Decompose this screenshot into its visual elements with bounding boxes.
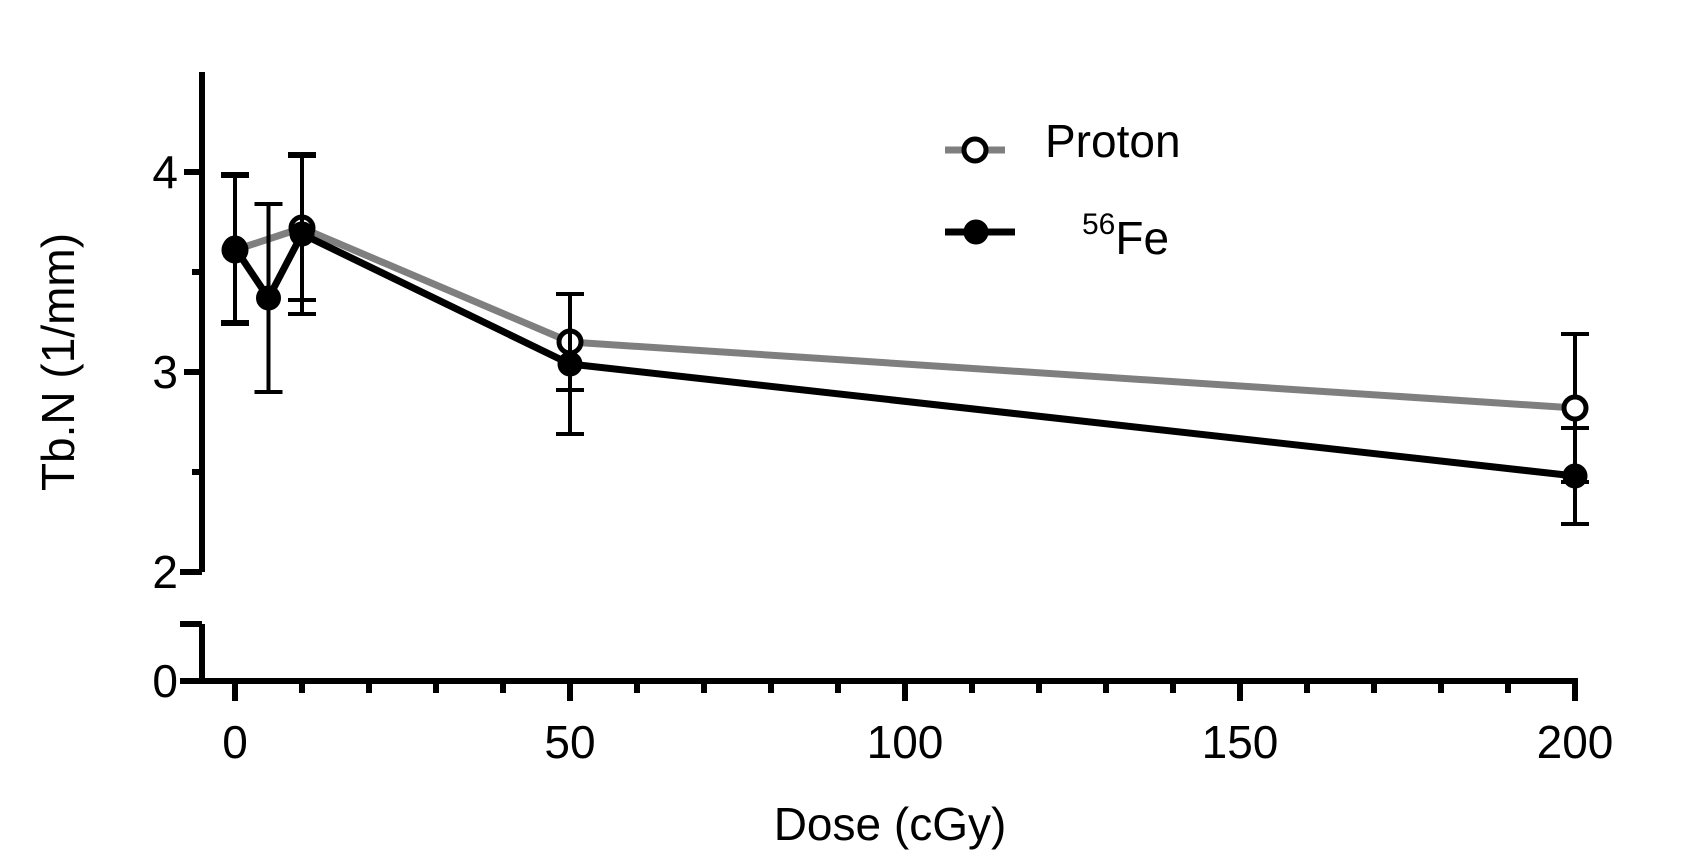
y-tick-label: 0	[152, 655, 178, 707]
legend-marker-fe56	[963, 219, 989, 245]
x-axis-title: Dose (cGy)	[774, 798, 1007, 850]
legend-marker-proton	[961, 136, 989, 164]
data-point-fe56	[557, 351, 583, 377]
data-point-fe56	[1562, 463, 1588, 489]
y-tick-label: 4	[152, 146, 178, 198]
x-tick-label: 50	[544, 716, 595, 768]
x-tick-label: 0	[222, 716, 248, 768]
x-tick-label: 100	[867, 716, 944, 768]
series-proton	[221, 154, 1589, 484]
y-axis-title: Tb.N (1/mm)	[32, 233, 84, 491]
series-line	[232, 230, 1576, 480]
data-point-proton	[1561, 394, 1589, 422]
data-point-fe56	[289, 221, 315, 247]
y-tick-label: 2	[152, 546, 178, 598]
legend-label-fe56-base: Fe	[1115, 212, 1169, 264]
series-fe56	[221, 152, 1589, 526]
legend-label-fe56: 56Fe	[1082, 208, 1169, 264]
series-line	[233, 224, 1576, 412]
legend-label-proton: Proton	[1045, 115, 1181, 167]
data-point-fe56	[256, 285, 281, 311]
x-tick-label: 200	[1537, 716, 1614, 768]
y-tick-label: 3	[152, 346, 178, 398]
data-point-fe56	[222, 235, 248, 261]
axes: 0 2 3 4 0 50 100 150 200	[152, 72, 1613, 768]
legend-label-fe56-superscript: 56	[1082, 208, 1115, 241]
legend: Proton 56Fe	[945, 115, 1181, 264]
x-tick-label: 150	[1202, 716, 1279, 768]
series-layer	[221, 152, 1589, 526]
